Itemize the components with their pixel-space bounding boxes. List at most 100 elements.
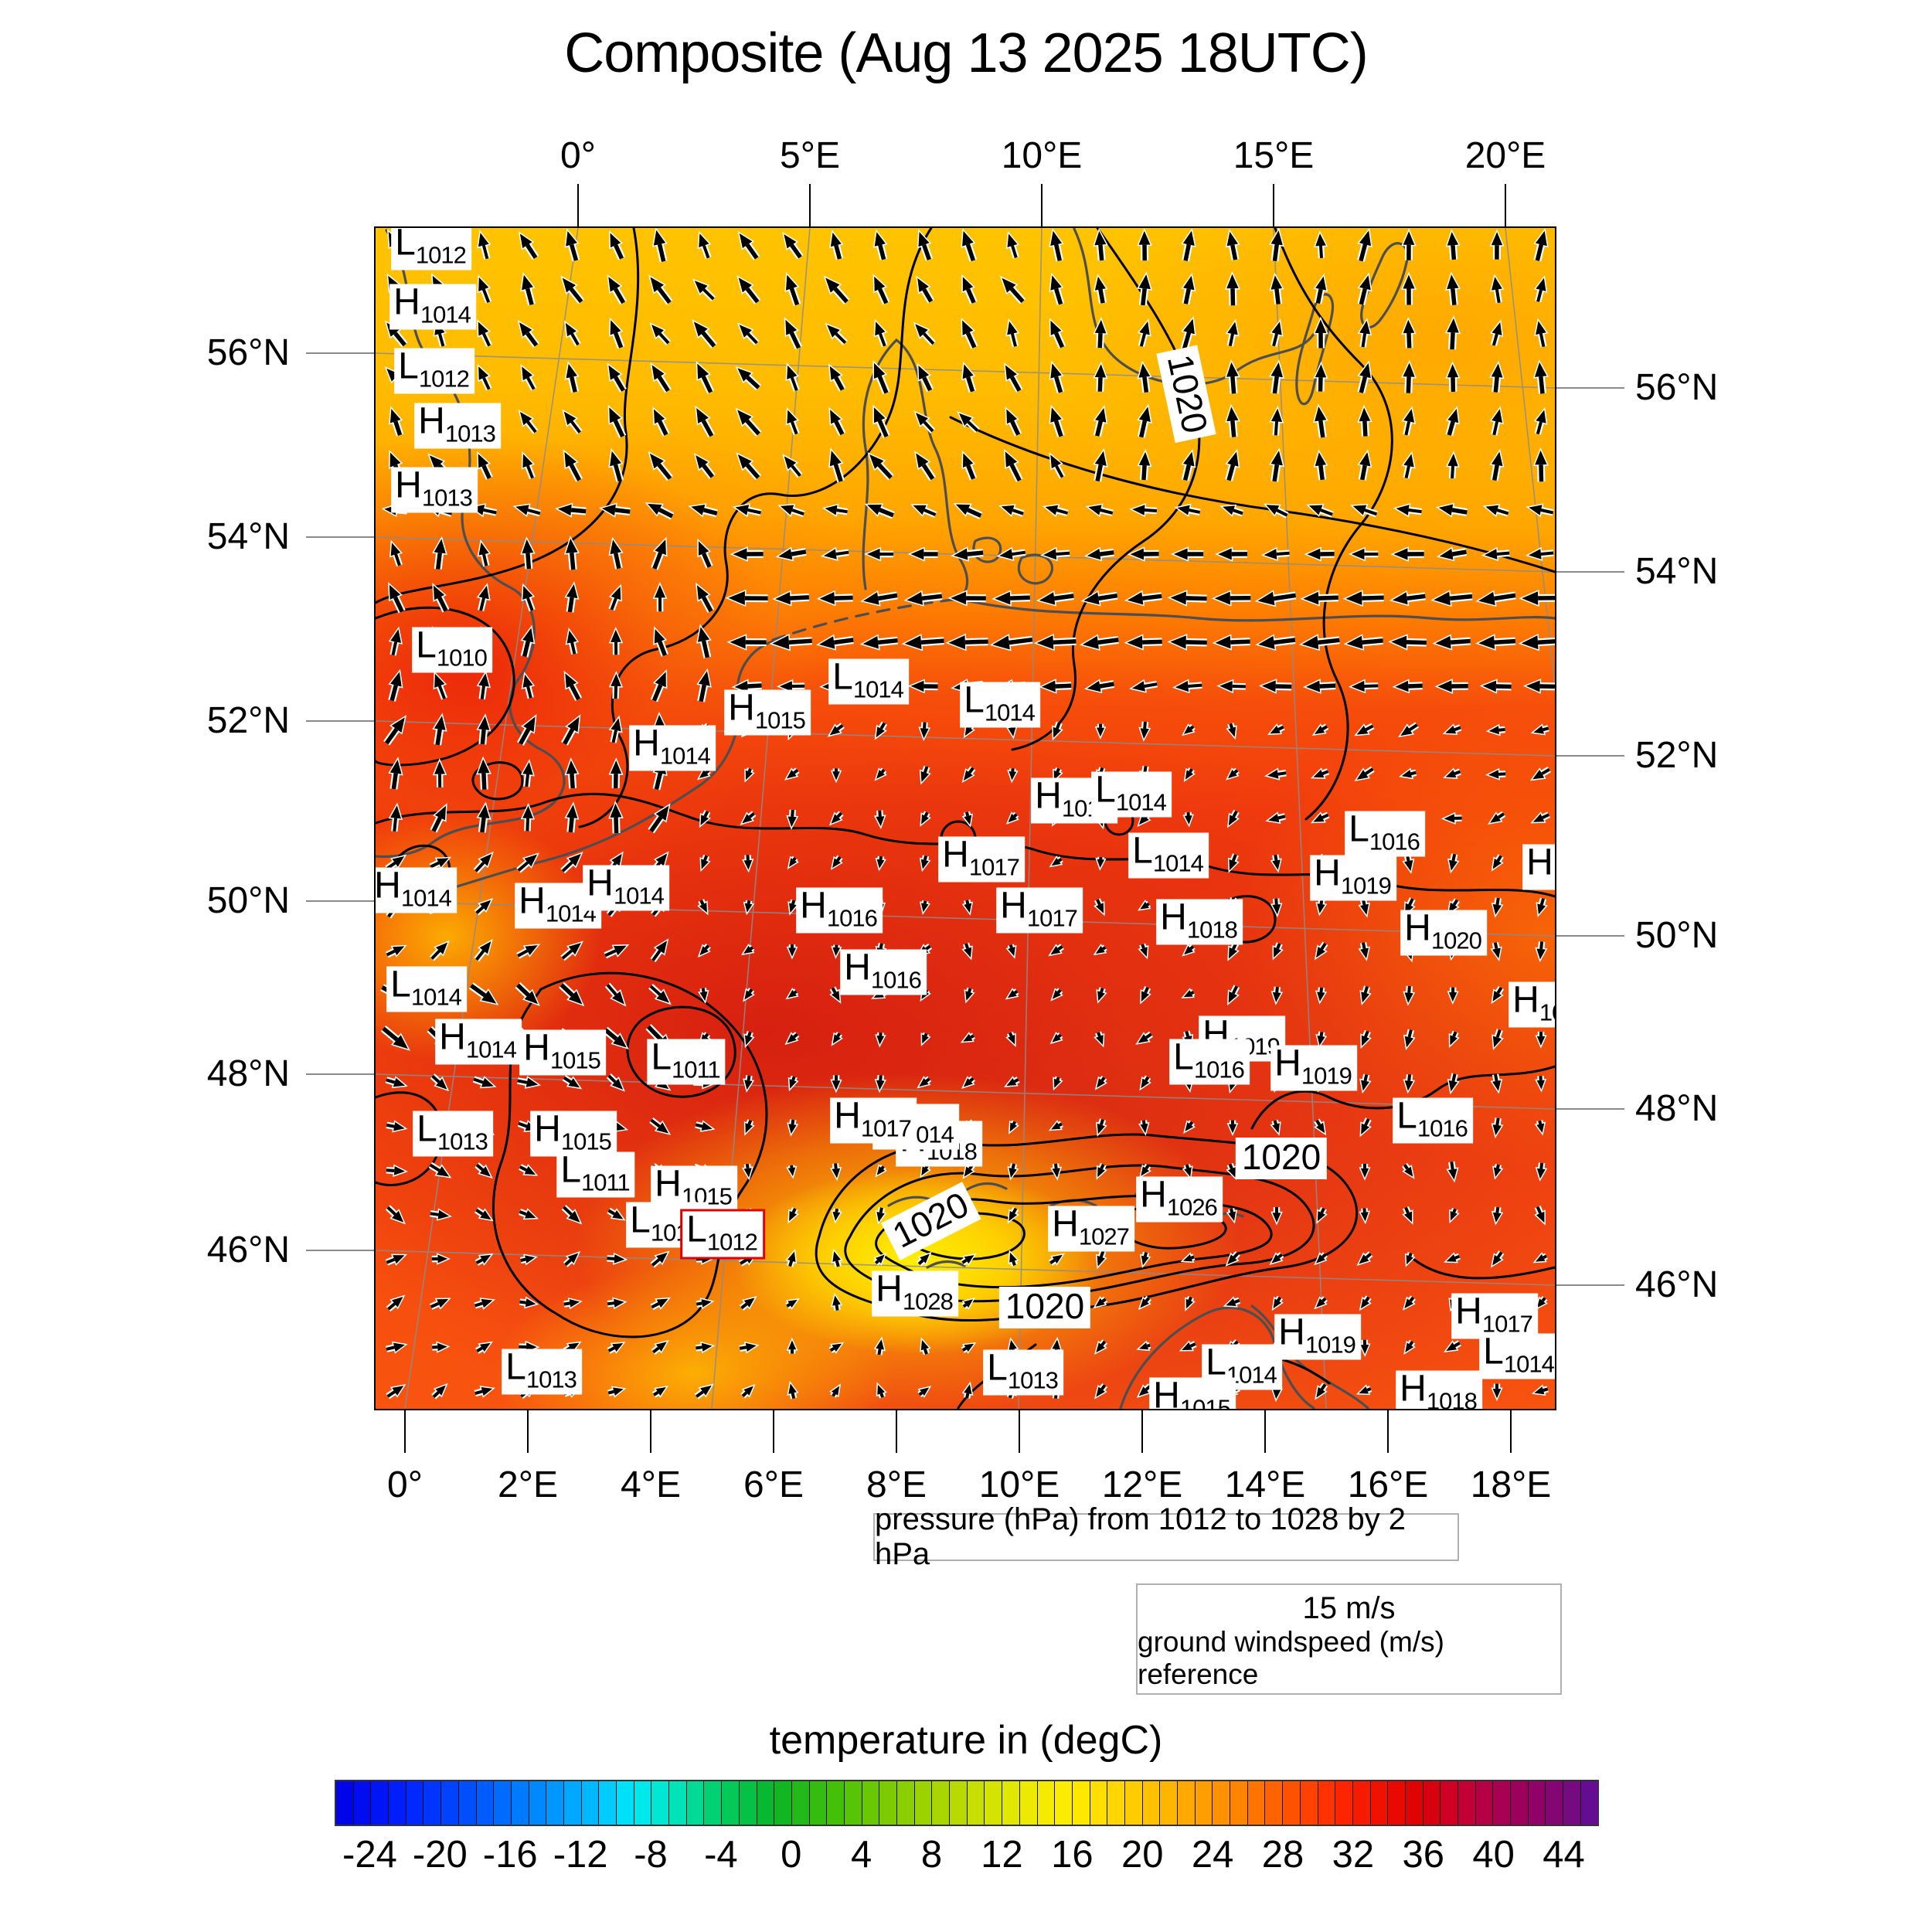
lat-label-right: 48°N [1635,1088,1719,1129]
colorbar-cell [1090,1781,1108,1825]
lon-label-bottom: 12°E [1101,1464,1183,1505]
lon-tick-bottom [1019,1410,1020,1453]
colorbar-cell [862,1781,880,1825]
colorbar-tick-label: -4 [704,1834,738,1876]
lat-tick-left [306,900,374,902]
colorbar-tick-label: -8 [634,1834,668,1876]
lat-tick-left [306,536,374,538]
colorbar-cell [458,1781,477,1825]
isobar-label-1020: 1020 [998,1287,1091,1328]
colorbar-cell [1055,1781,1073,1825]
colorbar-cell [739,1781,757,1825]
lon-label-top: 5°E [780,135,840,176]
lon-tick-bottom [404,1410,406,1453]
colorbar-cell [1475,1781,1494,1825]
pressure-center-label-H1028: H1028 [872,1270,958,1317]
colorbar-cell [1195,1781,1213,1825]
colorbar-tick-label: -24 [342,1834,397,1876]
lon-tick-top [1273,184,1274,226]
colorbar-cell [1493,1781,1512,1825]
colorbar-tick-label: 8 [920,1834,943,1876]
colorbar-cell [1370,1781,1389,1825]
lon-label-bottom: 6°E [743,1464,804,1505]
colorbar-cell [827,1781,845,1825]
lon-tick-bottom [896,1410,897,1453]
colorbar-cell [1352,1781,1371,1825]
pressure-center-label-H1020: H1020 [1400,910,1487,956]
colorbar-cell [1335,1781,1353,1825]
pressure-center-label-H1014: H1014 [435,1019,522,1065]
pressure-center-label-H1015: H1015 [1149,1377,1236,1409]
colorbar-cell [1458,1781,1476,1825]
lon-tick-bottom [1264,1410,1266,1453]
colorbar-tick-label: 20 [1121,1834,1164,1876]
lon-tick-bottom [1141,1410,1143,1453]
pressure-legend-text: pressure (hPa) from 1012 to 1028 by 2 hP… [875,1502,1406,1571]
lat-tick-right [1556,935,1624,937]
colorbar-tick-label: 28 [1261,1834,1304,1876]
pressure-center-label-L1012: L1012 [394,348,474,394]
pressure-center-label-H1013: H1013 [391,467,478,513]
wind-reference-speed: 15 m/s [1302,1591,1396,1625]
pressure-center-label-L1012: L1012 [682,1211,763,1257]
colorbar-cell [1124,1781,1143,1825]
colorbar-cell [336,1781,354,1825]
colorbar-title: temperature in (degC) [769,1718,1163,1763]
colorbar-cell [1580,1781,1598,1825]
pressure-center-label-L1014: L1014 [386,966,467,1012]
pressure-center-label-L1014: L1014 [828,658,909,705]
colorbar-cell [389,1781,406,1825]
pressure-center-label-H1014: H1014 [629,725,716,771]
colorbar-cell [353,1781,372,1825]
colorbar-cell [774,1781,792,1825]
colorbar-cell [950,1781,968,1825]
lat-label-left: 56°N [206,332,290,373]
colorbar-cell [546,1781,564,1825]
pressure-center-label-L1014: L1014 [1479,1333,1555,1379]
colorbar-cell [879,1781,897,1825]
lon-tick-top [1505,184,1506,226]
pressure-center-label-H1016: H1016 [796,887,883,934]
colorbar-cell [599,1781,617,1825]
wind-reference-caption: ground windspeed (m/s) reference [1138,1626,1444,1690]
lon-label-bottom: 10°E [978,1464,1060,1505]
lon-label-top: 0° [560,135,596,176]
lon-label-bottom: 0° [387,1464,423,1505]
colorbar-cell [1300,1781,1318,1825]
colorbar-cell [932,1781,951,1825]
colorbar-tick-label: -20 [412,1834,468,1876]
lat-label-left: 48°N [206,1053,290,1094]
lat-label-left: 52°N [206,700,290,741]
colorbar-cell [722,1781,740,1825]
pressure-center-label-H1017: H1017 [830,1097,917,1144]
colorbar-cell [617,1781,634,1825]
pressure-center-label-H1015: H1015 [724,689,811,736]
colorbar-tick-label: -16 [482,1834,538,1876]
colorbar-cell [669,1781,687,1825]
colorbar-cell [1265,1781,1284,1825]
colorbar-tick-label: 44 [1543,1834,1585,1876]
pressure-center-label-H1017: H1017 [1451,1293,1538,1339]
pressure-center-label-H1015: H1015 [519,1029,606,1076]
colorbar-cell [441,1781,459,1825]
colorbar-cell [1019,1781,1038,1825]
lon-tick-top [1041,184,1043,226]
lat-tick-left [306,352,374,354]
colorbar-cell [1037,1781,1056,1825]
colorbar-cell [1072,1781,1090,1825]
colorbar-cell [371,1781,389,1825]
colorbar-cell [1546,1781,1564,1825]
pressure-center-label-L1012: L1012 [391,228,471,270]
lat-label-right: 56°N [1635,367,1719,408]
colorbar-cell [757,1781,775,1825]
colorbar-cell [1528,1781,1546,1825]
colorbar-cell [985,1781,1003,1825]
colorbar-cell [791,1781,810,1825]
lon-label-bottom: 14°E [1224,1464,1306,1505]
pressure-center-label-H1019: H1019 [1270,1045,1357,1091]
wind-reference-box: 15 m/s ground windspeed (m/s) reference [1136,1583,1562,1695]
colorbar-tick-label: 24 [1191,1834,1234,1876]
colorbar-cell [844,1781,862,1825]
pressure-center-label-H1026: H1026 [1136,1176,1223,1223]
